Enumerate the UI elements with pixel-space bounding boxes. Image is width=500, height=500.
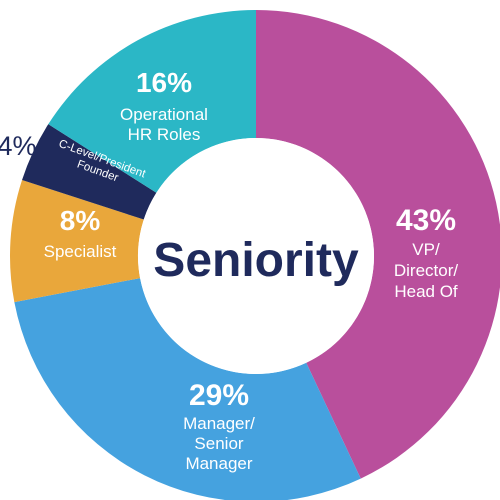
slice-operational — [48, 9, 256, 193]
slice-category-label: VP/Director/Head Of — [394, 240, 459, 301]
slice-specialist — [9, 179, 144, 303]
chart-title: Seniority — [153, 234, 359, 287]
slice-category-label: Manager/Senior Manager — [183, 414, 255, 473]
slice-value-label: 4% — [0, 131, 37, 161]
slice-category-label: Specialist — [44, 242, 117, 261]
slice-c-level-president — [22, 124, 157, 220]
slice-category-label: Operational HR Roles — [120, 105, 208, 144]
donut-hole — [138, 138, 374, 374]
slice-manager — [14, 278, 361, 500]
slice-value-label: 29% — [189, 379, 249, 412]
slice-value-label: 16% — [136, 67, 192, 98]
donut-slices — [9, 9, 500, 500]
slice-vp — [256, 10, 500, 479]
slice-value-label: 8% — [60, 205, 101, 236]
slice-value-label: 43% — [396, 204, 456, 237]
